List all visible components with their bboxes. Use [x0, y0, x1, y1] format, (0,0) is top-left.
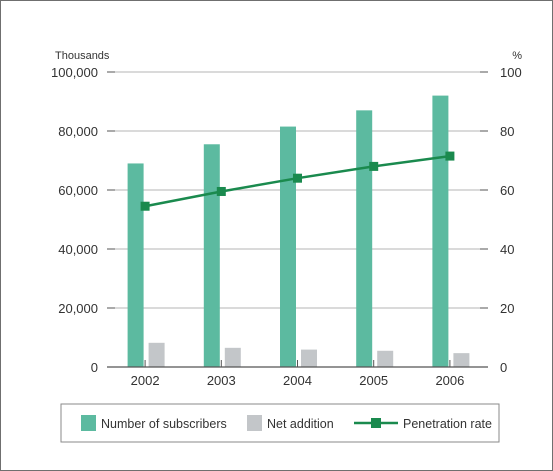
- legend-swatch-subscribers: [81, 415, 96, 431]
- bar-subscribers: [203, 144, 220, 367]
- y-left-axis-label: Thousands: [55, 50, 110, 62]
- y-left-tick-label: 20,000: [58, 301, 98, 316]
- legend-label-penetration: Penetration rate: [403, 417, 492, 431]
- x-tick-label: 2003: [207, 373, 236, 388]
- bar-subscribers: [127, 163, 144, 367]
- bar-net-addition: [301, 349, 317, 367]
- bar-subscribers: [280, 126, 296, 367]
- legend-swatch-net-addition: [247, 415, 262, 431]
- x-tick-label: 2006: [435, 373, 464, 388]
- y-right-tick-label: 60: [500, 183, 514, 198]
- bar-net-addition: [453, 353, 470, 367]
- bar-net-addition: [377, 350, 394, 367]
- bar-net-addition: [148, 342, 165, 367]
- point-penetration-rate: [369, 161, 379, 171]
- y-left-tick-label: 40,000: [58, 242, 98, 257]
- y-right-axis-label: %: [512, 50, 522, 62]
- legend-marker-penetration: [371, 418, 381, 428]
- x-tick-label: 2005: [359, 373, 388, 388]
- bar-subscribers: [432, 95, 449, 367]
- legend-box: [60, 403, 500, 443]
- bar-net-addition: [224, 347, 241, 367]
- y-left-tick-label: 60,000: [58, 183, 98, 198]
- axes: 0 20,000 40,000 60,000 80,000 100,000 0 20 40 60 8…: [51, 65, 522, 388]
- point-penetration-rate: [216, 186, 226, 196]
- bar-subscribers: [356, 110, 373, 367]
- y-left-tick-label: 80,000: [58, 124, 98, 139]
- y-right-tick-label: 0: [500, 360, 507, 375]
- gridlines: [107, 71, 488, 309]
- y-right-tick-label: 20: [500, 301, 514, 316]
- y-left-tick-label: 0: [91, 360, 98, 375]
- point-penetration-rate: [293, 173, 302, 183]
- y-right-tick-label: 40: [500, 242, 514, 257]
- bars: [127, 95, 470, 367]
- legend-label-net-addition: Net addition: [267, 417, 334, 431]
- legend-label-subscribers: Number of subscribers: [101, 417, 227, 431]
- y-right-tick-label: 80: [500, 124, 514, 139]
- y-left-tick-label: 100,000: [51, 65, 98, 80]
- y-right-tick-label: 100: [500, 65, 522, 80]
- point-penetration-rate: [140, 201, 150, 211]
- point-penetration-rate: [445, 151, 455, 161]
- penetration-line: [140, 151, 455, 211]
- legend: Number of subscribers Net addition Penet…: [60, 403, 500, 443]
- x-tick-label: 2004: [283, 373, 312, 388]
- x-tick-label: 2002: [131, 373, 160, 388]
